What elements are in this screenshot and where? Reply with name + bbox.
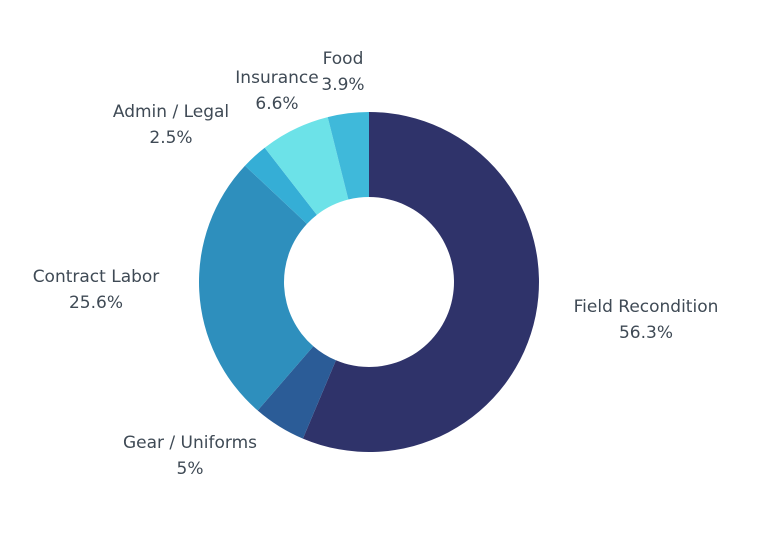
slice-label-admin-legal: Admin / Legal bbox=[113, 102, 229, 122]
slice-label-food: Food bbox=[323, 49, 364, 69]
slice-field-recondition bbox=[302, 112, 539, 452]
slice-value-food: 3.9% bbox=[321, 75, 364, 95]
labels: Field Recondition 56.3% Gear / Uniforms 5% C… bbox=[33, 49, 719, 479]
slice-gear-uniforms bbox=[257, 346, 336, 439]
slice-admin-legal bbox=[244, 147, 317, 224]
slice-value-insurance: 6.6% bbox=[255, 94, 298, 114]
slice-value-gear-uniforms: 5% bbox=[177, 459, 204, 479]
slice-contract-labor bbox=[198, 165, 314, 411]
slice-label-insurance: Insurance bbox=[235, 68, 318, 88]
slice-value-contract-labor: 25.6% bbox=[69, 293, 123, 313]
slice-label-contract-labor: Contract Labor bbox=[33, 267, 160, 287]
slices bbox=[198, 112, 539, 452]
slice-label-field-recondition: Field Recondition bbox=[574, 297, 719, 317]
slice-food bbox=[327, 112, 369, 200]
slice-insurance bbox=[264, 117, 349, 215]
slice-label-gear-uniforms: Gear / Uniforms bbox=[123, 433, 257, 453]
slice-value-field-recondition: 56.3% bbox=[619, 323, 673, 343]
slice-value-admin-legal: 2.5% bbox=[149, 128, 192, 148]
